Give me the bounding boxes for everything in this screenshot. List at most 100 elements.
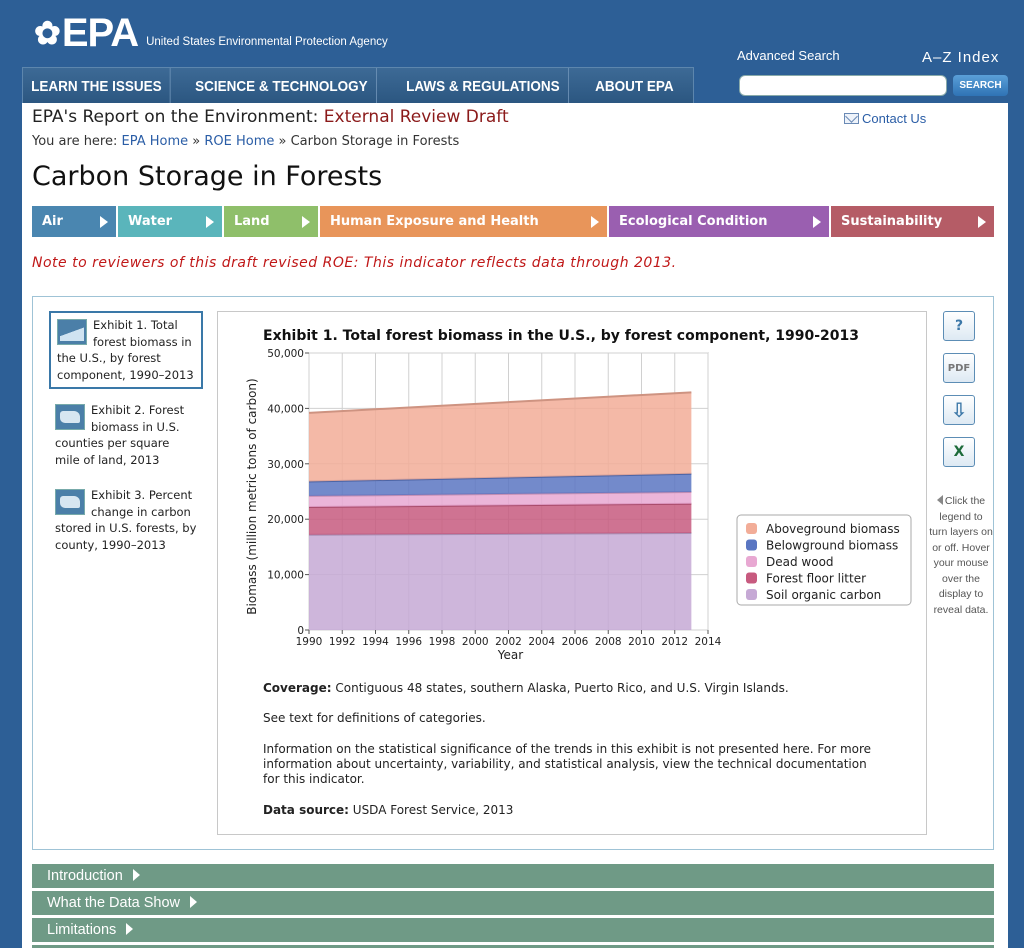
arrow-right-icon	[100, 216, 108, 228]
y-tick-label: 50,000	[267, 348, 304, 360]
exhibit-2-link[interactable]: Exhibit 2. Forest biomass in U.S. counti…	[55, 403, 185, 467]
theme-air[interactable]: Air	[32, 206, 118, 237]
legend-swatch	[746, 523, 757, 534]
data-source-note: Data source: USDA Forest Service, 2013	[263, 803, 514, 817]
search-button[interactable]: SEARCH	[953, 75, 1008, 96]
x-tick-label: 1990	[296, 636, 323, 648]
theme-navigation: Air Water Land Human Exposure and Health…	[32, 206, 994, 237]
legend-swatch	[746, 556, 757, 567]
nav-laws-regulations[interactable]: LAWS & REGULATIONS	[398, 68, 569, 104]
download-button[interactable]: ⇩	[943, 395, 975, 425]
exhibit-3-link[interactable]: Exhibit 3. Percent change in carbon stor…	[55, 488, 197, 552]
advanced-search-link[interactable]: Advanced Search	[737, 48, 840, 63]
x-tick-label: 1996	[395, 636, 422, 648]
az-index-link[interactable]: A–Z Index	[922, 49, 1000, 66]
logo-text: EPA	[61, 11, 139, 55]
legend-item-forest-floor-litter[interactable]: Forest floor litter	[766, 572, 866, 586]
nav-science-technology[interactable]: SCIENCE & TECHNOLOGY	[187, 68, 377, 104]
y-tick-label: 0	[297, 625, 304, 637]
legend-item-aboveground-biomass[interactable]: Aboveground biomass	[766, 522, 900, 536]
section-next[interactable]	[32, 945, 994, 948]
help-button[interactable]: ?	[943, 311, 975, 341]
section-introduction[interactable]: Introduction	[32, 864, 994, 888]
top-navigation: LEARN THE ISSUES SCIENCE & TECHNOLOGY LA…	[22, 67, 694, 104]
page-title: Carbon Storage in Forests	[32, 161, 383, 192]
area-belowground-biomass	[309, 473, 692, 496]
epa-logo[interactable]: ✿ EPA United States Environmental Protect…	[34, 11, 388, 55]
download-arrow-icon: ⇩	[950, 398, 968, 422]
report-title: EPA's Report on the Environment: Externa…	[32, 107, 509, 127]
legend-item-soil-organic-carbon[interactable]: Soil organic carbon	[766, 588, 881, 602]
pdf-button[interactable]: PDF	[943, 353, 975, 383]
map-icon	[55, 404, 85, 430]
area-edge-dead-wood	[308, 491, 692, 497]
x-tick-label: 2000	[462, 636, 489, 648]
legend-box	[736, 514, 912, 606]
envelope-icon	[844, 113, 859, 124]
arrow-right-icon	[190, 896, 197, 908]
y-tick-label: 20,000	[267, 514, 304, 526]
breadcrumb-current: Carbon Storage in Forests	[290, 134, 460, 149]
legend-item-belowground-biomass[interactable]: Belowground biomass	[766, 539, 898, 553]
x-tick-label: 2010	[628, 636, 655, 648]
legend-item-dead-wood[interactable]: Dead wood	[766, 555, 834, 569]
agency-name: United States Environmental Protection A…	[146, 36, 388, 48]
theme-sustainability[interactable]: Sustainability	[831, 206, 994, 237]
arrow-right-icon	[132, 869, 140, 881]
theme-land[interactable]: Land	[224, 206, 320, 237]
y-tick-label: 40,000	[267, 403, 304, 415]
help-icon: ?	[954, 318, 964, 334]
epa-flower-icon: ✿	[34, 15, 61, 51]
chart-legend[interactable]: Aboveground biomass Belowground biomass De…	[736, 514, 912, 606]
coverage-note: Coverage: Contiguous 48 states, southern…	[263, 681, 789, 695]
draft-label: External Review Draft	[323, 107, 509, 127]
x-tick-label: 1998	[429, 636, 456, 648]
area-forest-floor-litter	[309, 503, 692, 535]
x-axis-label: Year	[497, 648, 523, 662]
breadcrumb-epa-home[interactable]: EPA Home	[121, 134, 189, 149]
arrow-right-icon	[302, 216, 310, 228]
area-soil-organic-carbon	[309, 533, 692, 630]
triangle-left-icon	[936, 495, 943, 505]
chart-panel: Exhibit 1. Total forest biomass in the U…	[217, 311, 927, 835]
theme-human-exposure-health[interactable]: Human Exposure and Health	[320, 206, 609, 237]
x-tick-label: 1994	[362, 636, 389, 648]
biomass-area-chart[interactable]: 1990 1992 1994 1996 1998 2000 2002 2004 2006 2008…	[218, 312, 926, 692]
y-tick-label: 30,000	[267, 459, 304, 471]
exhibit-1-link[interactable]: Exhibit 1. Total forest biomass in the U…	[49, 311, 203, 389]
nav-about-epa[interactable]: ABOUT EPA	[595, 78, 674, 95]
y-axis-label: Biomass (million metric tons of carbon)	[245, 378, 259, 614]
x-tick-label: 2012	[661, 636, 688, 648]
y-tick-label: 10,000	[267, 570, 304, 582]
x-tick-label: 2002	[495, 636, 522, 648]
chart-icon	[57, 319, 87, 345]
contact-us-link[interactable]: Contact Us	[844, 111, 926, 126]
section-limitations[interactable]: Limitations	[32, 918, 994, 942]
legend-swatch	[746, 589, 757, 600]
area-edge-forest-floor-litter	[308, 502, 692, 509]
main-content: EPA's Report on the Environment: Externa…	[22, 103, 1008, 948]
nav-learn-the-issues[interactable]: LEARN THE ISSUES	[23, 68, 171, 104]
arrow-right-icon	[813, 216, 821, 228]
arrow-right-icon	[978, 216, 986, 228]
area-edge-aboveground-biomass	[308, 391, 692, 414]
arrow-right-icon	[591, 216, 599, 228]
section-what-the-data-show[interactable]: What the Data Show	[32, 891, 994, 915]
x-tick-label: 2004	[528, 636, 555, 648]
x-tick-label: 2008	[595, 636, 622, 648]
legend-swatch	[746, 572, 757, 584]
breadcrumb-roe-home[interactable]: ROE Home	[204, 134, 275, 149]
arrow-right-icon	[126, 923, 134, 935]
excel-icon: X	[953, 444, 965, 460]
x-tick-label: 1992	[329, 636, 356, 648]
theme-ecological-condition[interactable]: Ecological Condition	[609, 206, 831, 237]
excel-button[interactable]: X	[943, 437, 975, 467]
legend-swatch	[746, 539, 757, 551]
x-tick-label: 2014	[695, 636, 722, 648]
search-input[interactable]	[739, 75, 947, 96]
pdf-icon: PDF	[947, 362, 971, 374]
definitions-note: See text for definitions of categories.	[263, 711, 486, 725]
theme-water[interactable]: Water	[118, 206, 224, 237]
reviewer-note: Note to reviewers of this draft revised …	[32, 255, 677, 271]
map-icon	[55, 489, 85, 515]
